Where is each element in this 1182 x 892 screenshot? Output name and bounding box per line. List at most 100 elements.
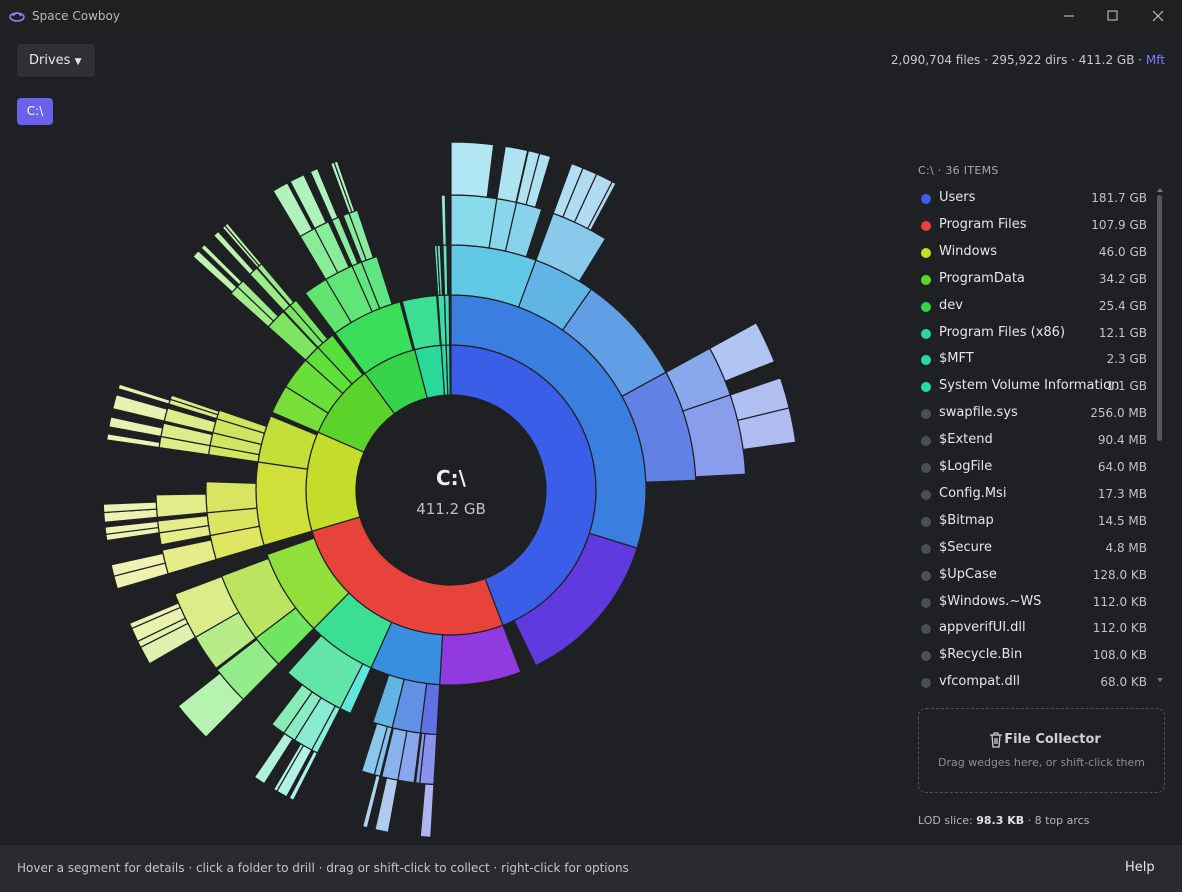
wedge[interactable] bbox=[496, 145, 529, 203]
lod-suffix: · 8 top arcs bbox=[1027, 814, 1090, 827]
wedge[interactable] bbox=[736, 407, 797, 451]
wedge[interactable] bbox=[117, 383, 171, 405]
list-row[interactable]: dev 25.4 GB bbox=[918, 294, 1147, 320]
wedge[interactable] bbox=[525, 152, 552, 209]
item-size: 128.0 KB bbox=[1092, 567, 1147, 582]
drives-button[interactable]: Drives ▼ bbox=[17, 44, 95, 77]
wedge[interactable] bbox=[414, 732, 426, 784]
item-name: Program Files bbox=[939, 216, 1027, 232]
list-row[interactable]: vfcompat.dll 68.0 KB bbox=[918, 670, 1147, 688]
list-row[interactable]: $Recycle.Bin 108.0 KB bbox=[918, 643, 1147, 669]
wedge[interactable] bbox=[102, 501, 158, 514]
scroll-arrows bbox=[1157, 188, 1163, 682]
item-name: $LogFile bbox=[939, 459, 993, 474]
item-name: vfcompat.dll bbox=[939, 674, 1020, 688]
wedge[interactable] bbox=[223, 222, 263, 267]
wedge[interactable] bbox=[442, 244, 449, 296]
list-row[interactable]: $UpCase 128.0 KB bbox=[918, 563, 1147, 589]
scan-engine[interactable]: Mft bbox=[1145, 53, 1165, 67]
item-size: 90.4 MB bbox=[1097, 433, 1147, 448]
wedge[interactable] bbox=[436, 244, 444, 296]
wedge[interactable] bbox=[450, 141, 495, 198]
item-name: $Windows.~WS bbox=[939, 593, 1042, 609]
wedge[interactable] bbox=[111, 393, 169, 422]
list-row[interactable]: $MFT 2.3 GB bbox=[918, 347, 1147, 373]
wedge[interactable] bbox=[108, 416, 164, 438]
list-row[interactable]: Config.Msi 17.3 MB bbox=[918, 482, 1147, 508]
list-row[interactable]: $Windows.~WS 112.0 KB bbox=[918, 590, 1147, 616]
list-row[interactable]: $Secure 4.8 MB bbox=[918, 536, 1147, 562]
scrollbar[interactable] bbox=[1157, 195, 1162, 441]
wedge[interactable] bbox=[272, 182, 314, 238]
wedge[interactable] bbox=[272, 742, 305, 793]
wedge[interactable] bbox=[155, 493, 208, 519]
item-size: 181.7 GB bbox=[1091, 191, 1147, 205]
item-size: 1.1 GB bbox=[1106, 379, 1147, 394]
wedge[interactable] bbox=[419, 783, 435, 839]
color-dot bbox=[921, 678, 931, 688]
wedge[interactable] bbox=[161, 539, 217, 575]
wedge[interactable] bbox=[177, 672, 245, 738]
wedge[interactable] bbox=[401, 294, 441, 351]
item-name: Windows bbox=[939, 243, 998, 259]
center-size: 411.2 GB bbox=[416, 500, 486, 518]
item-size: 107.9 GB bbox=[1091, 217, 1147, 232]
list-row[interactable]: Program Files 107.9 GB bbox=[918, 213, 1147, 239]
item-name: Config.Msi bbox=[939, 485, 1007, 501]
wedge[interactable] bbox=[289, 173, 328, 230]
item-size: 64.0 MB bbox=[1097, 460, 1147, 474]
scan-stats: 2,090,704 files · 295,922 dirs · 411.2 G… bbox=[891, 53, 1165, 67]
list-row[interactable]: swapfile.sys 256.0 MB bbox=[918, 401, 1147, 427]
list-row[interactable]: $Bitmap 14.5 MB bbox=[918, 509, 1147, 535]
wedge[interactable] bbox=[212, 230, 255, 276]
wedge[interactable] bbox=[255, 461, 313, 547]
wedge[interactable] bbox=[440, 194, 447, 246]
file-collector[interactable]: File Collector Drag wedges here, or shif… bbox=[918, 708, 1165, 793]
item-size: 17.3 MB bbox=[1097, 486, 1147, 501]
list-row[interactable]: Users 181.7 GB bbox=[918, 186, 1147, 212]
wedge[interactable] bbox=[104, 520, 160, 535]
wedge[interactable] bbox=[128, 602, 182, 630]
wedge[interactable] bbox=[333, 160, 356, 213]
list-row[interactable]: System Volume Information 1.1 GB bbox=[918, 374, 1147, 400]
wedge[interactable] bbox=[105, 433, 161, 449]
list-row[interactable]: Windows 46.0 GB bbox=[918, 240, 1147, 266]
window-controls[interactable] bbox=[1050, 0, 1182, 32]
list-row[interactable]: ProgramData 34.2 GB bbox=[918, 267, 1147, 293]
wedge[interactable] bbox=[169, 394, 220, 416]
wedge[interactable] bbox=[309, 167, 339, 221]
color-dot bbox=[921, 597, 931, 608]
sunburst[interactable]: C:\ 411.2 GB bbox=[0, 130, 900, 845]
breadcrumb[interactable]: C:\ bbox=[17, 98, 53, 125]
wedge[interactable] bbox=[288, 750, 319, 802]
item-name: appverifUI.dll bbox=[939, 620, 1026, 636]
color-dot bbox=[921, 489, 931, 500]
wedge[interactable] bbox=[374, 777, 399, 834]
wedge[interactable] bbox=[586, 180, 617, 232]
wedge[interactable] bbox=[270, 683, 313, 734]
list-row[interactable]: Program Files (x86) 12.1 GB bbox=[918, 321, 1147, 347]
item-size: 4.8 MB bbox=[1105, 540, 1147, 555]
wedge[interactable] bbox=[361, 774, 381, 829]
item-size: 256.0 MB bbox=[1090, 406, 1147, 421]
list-row[interactable]: $LogFile 64.0 MB bbox=[918, 455, 1147, 481]
wedge[interactable] bbox=[110, 552, 166, 577]
color-dot bbox=[921, 463, 931, 473]
wedge[interactable] bbox=[329, 161, 353, 214]
color-dot bbox=[921, 328, 931, 339]
wedge[interactable] bbox=[205, 481, 258, 514]
wedge[interactable] bbox=[708, 322, 776, 382]
item-name: Program Files (x86) bbox=[939, 324, 1066, 340]
wedge[interactable] bbox=[360, 722, 388, 776]
list-row[interactable]: appverifUI.dll 112.0 KB bbox=[918, 616, 1147, 642]
wedge[interactable] bbox=[253, 732, 294, 785]
title-bar: Space Cowboy bbox=[0, 0, 1182, 32]
wedge[interactable] bbox=[513, 532, 638, 667]
list-row[interactable]: $Extend 90.4 MB bbox=[918, 428, 1147, 454]
dropdown-arrow: ▼ bbox=[74, 57, 82, 67]
item-size: 25.4 GB bbox=[1098, 298, 1147, 313]
wedge[interactable] bbox=[192, 249, 238, 293]
help-button[interactable]: Help bbox=[1125, 860, 1155, 875]
wedge[interactable] bbox=[200, 243, 243, 286]
color-dot bbox=[921, 436, 931, 447]
